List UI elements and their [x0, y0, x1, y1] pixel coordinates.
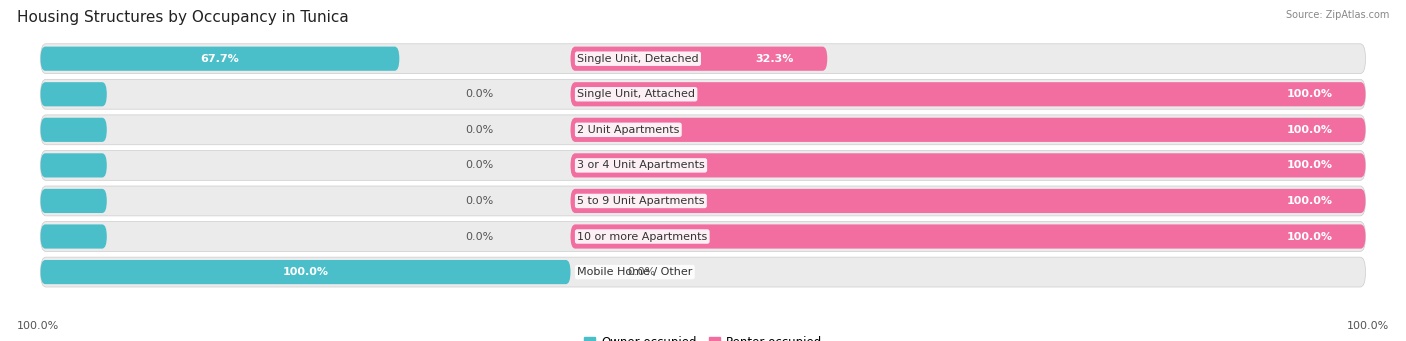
- Text: 0.0%: 0.0%: [465, 232, 494, 241]
- FancyBboxPatch shape: [571, 118, 1365, 142]
- FancyBboxPatch shape: [41, 257, 1365, 287]
- FancyBboxPatch shape: [41, 153, 107, 177]
- Text: 100.0%: 100.0%: [1286, 160, 1333, 170]
- Text: 0.0%: 0.0%: [465, 89, 494, 99]
- FancyBboxPatch shape: [571, 82, 1365, 106]
- FancyBboxPatch shape: [41, 224, 107, 249]
- Text: 3 or 4 Unit Apartments: 3 or 4 Unit Apartments: [576, 160, 704, 170]
- Text: 100.0%: 100.0%: [1286, 196, 1333, 206]
- Legend: Owner-occupied, Renter-occupied: Owner-occupied, Renter-occupied: [579, 331, 827, 341]
- Text: Single Unit, Attached: Single Unit, Attached: [576, 89, 695, 99]
- FancyBboxPatch shape: [41, 118, 107, 142]
- Text: 10 or more Apartments: 10 or more Apartments: [576, 232, 707, 241]
- FancyBboxPatch shape: [41, 260, 571, 284]
- FancyBboxPatch shape: [41, 79, 1365, 109]
- FancyBboxPatch shape: [41, 44, 1365, 74]
- Text: 0.0%: 0.0%: [627, 267, 655, 277]
- FancyBboxPatch shape: [571, 153, 1365, 177]
- FancyBboxPatch shape: [41, 222, 1365, 251]
- FancyBboxPatch shape: [41, 186, 1365, 216]
- FancyBboxPatch shape: [41, 189, 107, 213]
- FancyBboxPatch shape: [571, 47, 827, 71]
- Text: 67.7%: 67.7%: [201, 54, 239, 64]
- Text: 0.0%: 0.0%: [465, 125, 494, 135]
- Text: 100.0%: 100.0%: [283, 267, 329, 277]
- FancyBboxPatch shape: [571, 224, 1365, 249]
- Text: Mobile Home / Other: Mobile Home / Other: [576, 267, 693, 277]
- Text: 100.0%: 100.0%: [17, 321, 59, 331]
- FancyBboxPatch shape: [571, 189, 1365, 213]
- Text: 0.0%: 0.0%: [465, 160, 494, 170]
- Text: 0.0%: 0.0%: [465, 196, 494, 206]
- Text: 100.0%: 100.0%: [1347, 321, 1389, 331]
- Text: 2 Unit Apartments: 2 Unit Apartments: [576, 125, 679, 135]
- Text: 100.0%: 100.0%: [1286, 89, 1333, 99]
- FancyBboxPatch shape: [41, 47, 399, 71]
- Text: 100.0%: 100.0%: [1286, 232, 1333, 241]
- Text: 5 to 9 Unit Apartments: 5 to 9 Unit Apartments: [576, 196, 704, 206]
- Text: Source: ZipAtlas.com: Source: ZipAtlas.com: [1285, 10, 1389, 20]
- Text: Housing Structures by Occupancy in Tunica: Housing Structures by Occupancy in Tunic…: [17, 10, 349, 25]
- FancyBboxPatch shape: [41, 150, 1365, 180]
- Text: Single Unit, Detached: Single Unit, Detached: [576, 54, 699, 64]
- FancyBboxPatch shape: [41, 82, 107, 106]
- FancyBboxPatch shape: [41, 115, 1365, 145]
- Text: 100.0%: 100.0%: [1286, 125, 1333, 135]
- Text: 32.3%: 32.3%: [756, 54, 794, 64]
